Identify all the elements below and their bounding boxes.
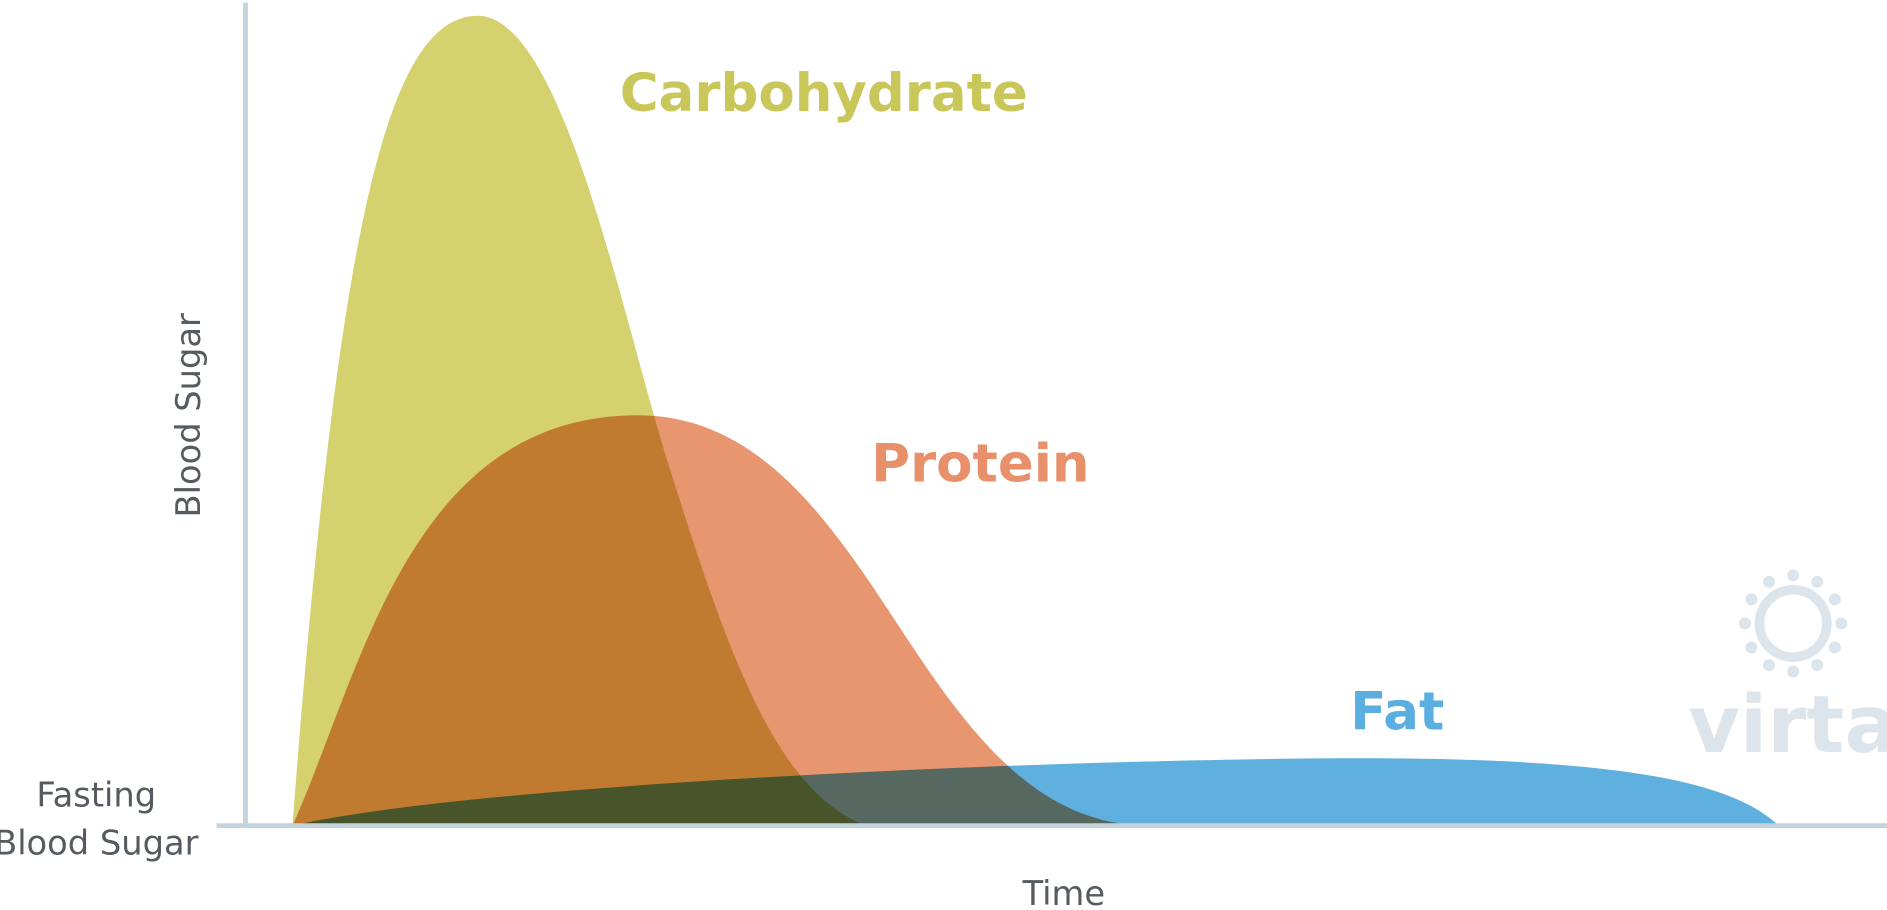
- baseline-label: Blood Sugar: [0, 824, 199, 863]
- carbohydrate-label: Carbohydrate: [620, 63, 1028, 124]
- curves: [292, 15, 1779, 826]
- protein-curve: [292, 415, 1138, 826]
- logo-sun: [1738, 569, 1848, 678]
- y-axis-label: Blood Sugar: [169, 313, 208, 518]
- logo-sun-ray: [1745, 641, 1758, 654]
- logo-text: virta: [1688, 678, 1887, 771]
- protein-label: Protein: [871, 433, 1089, 494]
- fat-curve: [292, 758, 1779, 826]
- logo-sun-ray: [1763, 659, 1776, 672]
- logo-sun-ray: [1828, 641, 1841, 654]
- logo-sun-ray: [1763, 575, 1776, 588]
- logo-sun-ray: [1811, 575, 1824, 588]
- logo-sun-ray: [1811, 659, 1824, 672]
- logo-sun-ray: [1835, 617, 1848, 630]
- logo-sun-ray: [1745, 593, 1758, 606]
- x-axis-label: Time: [1022, 874, 1105, 910]
- logo-sun-ray: [1738, 617, 1752, 630]
- logo-sun-ray: [1787, 569, 1800, 582]
- logo-sun-ray: [1828, 593, 1841, 606]
- logo-sun-ray: [1787, 665, 1800, 678]
- logo-sun-disc: [1754, 584, 1832, 662]
- baseline-label: Fasting: [36, 775, 156, 814]
- fat-label: Fat: [1350, 681, 1444, 742]
